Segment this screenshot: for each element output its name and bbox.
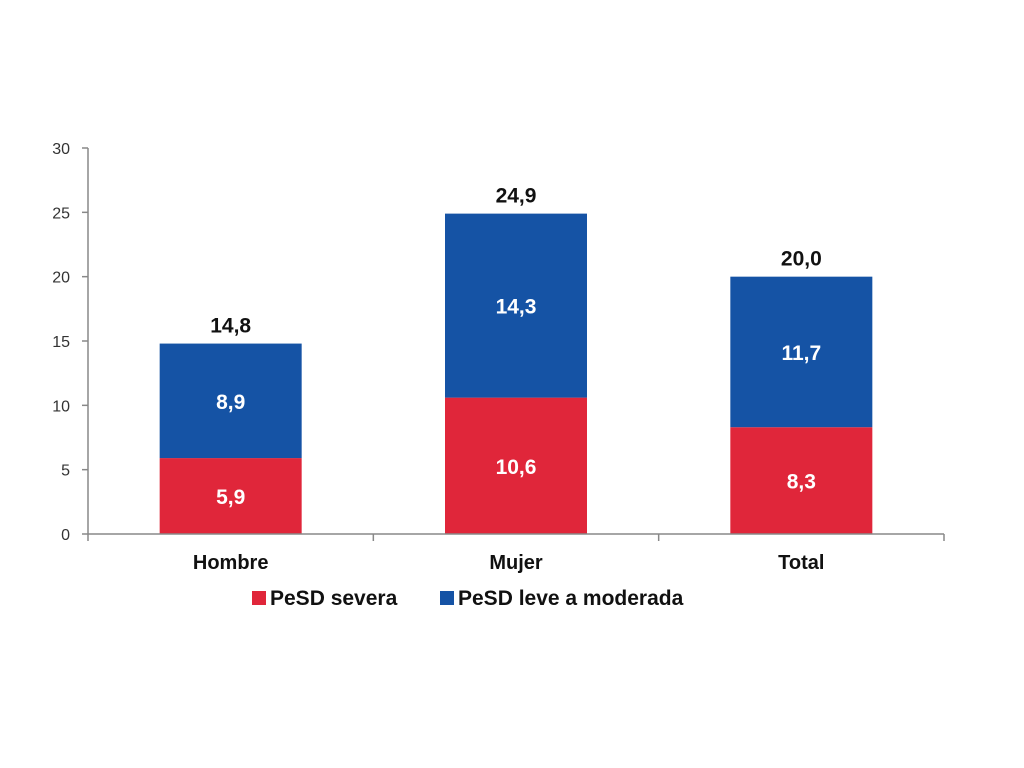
total-value-label: 14,8	[210, 315, 251, 338]
legend-label: PeSD severa	[270, 587, 398, 610]
x-axis: Hombre Mujer Total	[87, 533, 945, 574]
y-tick-label: 5	[61, 463, 70, 480]
segment-value-label: 11,7	[781, 342, 821, 365]
segment-value-label: 8,3	[787, 471, 816, 494]
y-tick-label: 15	[52, 334, 70, 351]
segment-value-label: 14,3	[496, 296, 537, 319]
bar-hombre-series-1	[159, 343, 302, 459]
y-tick-label: 20	[52, 270, 70, 287]
bar-total-series-0	[730, 427, 873, 534]
segment-value-label: 8,9	[216, 391, 245, 414]
legend-swatch	[252, 591, 266, 605]
bars: 5,9 8,9 14,8 10,6 14,3 24,9 8,3 11,7 20,0	[159, 185, 873, 534]
y-tick-label: 30	[52, 141, 70, 158]
category-label: Total	[778, 552, 824, 574]
category-label: Mujer	[489, 552, 543, 574]
legend-label: PeSD leve a moderada	[458, 587, 684, 610]
y-axis: 0 5 10 15 20 25 30	[52, 141, 89, 544]
segment-value-label: 10,6	[496, 456, 537, 479]
legend: PeSD severa PeSD leve a moderada	[252, 587, 684, 610]
bar-mujer-series-0	[445, 397, 587, 534]
legend-swatch	[440, 591, 454, 605]
bar-mujer-series-1	[445, 213, 587, 398]
segment-value-label: 5,9	[216, 486, 245, 509]
category-label: Hombre	[193, 552, 269, 574]
y-tick-label: 0	[61, 527, 70, 544]
bar-hombre-series-0	[159, 458, 302, 534]
bar-total-series-1	[730, 276, 873, 428]
y-tick-label: 10	[52, 398, 70, 415]
total-value-label: 20,0	[781, 248, 822, 271]
total-value-label: 24,9	[496, 185, 537, 208]
y-tick-label: 25	[52, 205, 70, 222]
